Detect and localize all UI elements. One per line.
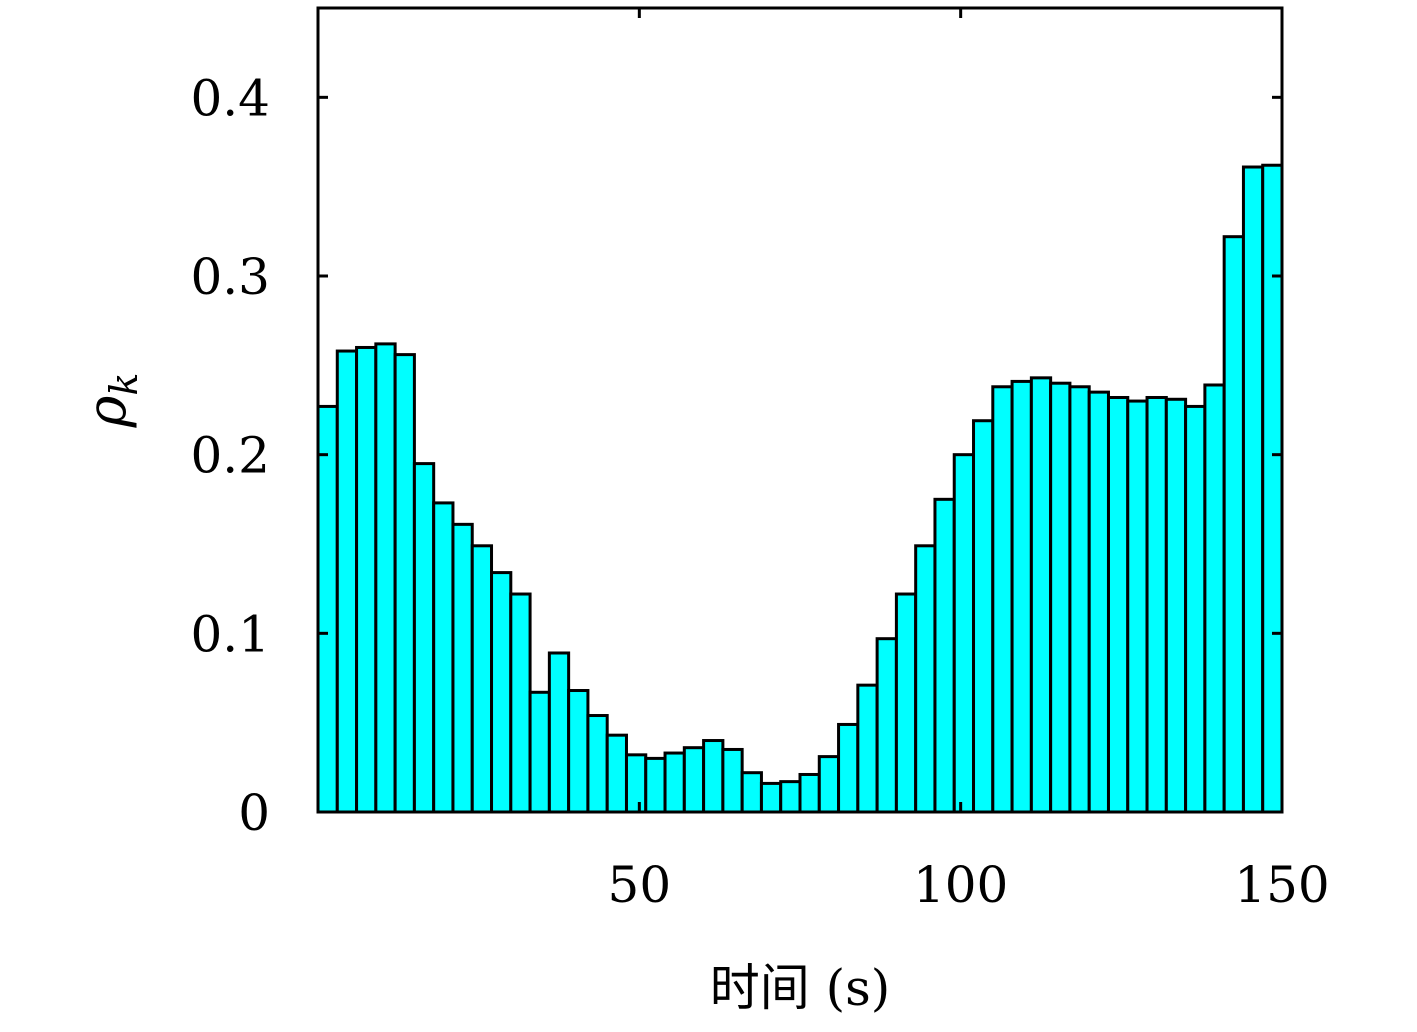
bar (412, 462, 436, 814)
bar (490, 571, 513, 814)
bar (972, 419, 995, 814)
bar (528, 690, 551, 814)
bar (1087, 390, 1110, 814)
bar (663, 751, 686, 814)
bar (335, 349, 359, 814)
bar (1222, 235, 1245, 814)
y-tick-labels: 0 0.1 0.2 0.3 0.4 (190, 69, 270, 842)
bar (933, 497, 956, 814)
bar (1203, 383, 1226, 814)
bar (432, 501, 455, 814)
bar (624, 753, 648, 814)
bar (451, 522, 474, 814)
bar (567, 689, 590, 814)
bar (355, 345, 378, 814)
bar (759, 781, 783, 814)
y-tick-label: 0.2 (190, 427, 270, 485)
bar (1106, 395, 1130, 814)
y-tick-label: 0.4 (190, 69, 270, 127)
bar (1241, 165, 1265, 814)
bar (894, 592, 918, 814)
bar (914, 544, 937, 814)
bar (1010, 379, 1033, 814)
bar (1145, 395, 1168, 814)
y-axis-label: ρk (75, 373, 146, 429)
bars-group (316, 163, 1284, 814)
bar (547, 651, 571, 814)
bar (586, 714, 609, 814)
bar (1049, 381, 1072, 814)
bar (509, 592, 532, 814)
bar (817, 755, 841, 814)
y-axis-label-symbol: ρ (75, 395, 138, 428)
bar (1068, 385, 1091, 814)
bar (740, 771, 763, 814)
x-tick-label: 50 (608, 856, 672, 914)
bar (605, 733, 628, 814)
bar (721, 747, 744, 814)
x-tick-labels: 50 100 150 (608, 856, 1330, 914)
bar (393, 353, 416, 814)
bar (1029, 376, 1053, 814)
x-tick-label: 150 (1234, 856, 1329, 914)
bar (316, 404, 339, 814)
plot-frame (316, 6, 1284, 814)
bar (682, 746, 706, 814)
x-tick-label: 100 (913, 856, 1008, 914)
ticks-group (318, 8, 1284, 814)
bar (856, 683, 879, 814)
bar (1164, 397, 1188, 814)
y-tick-label: 0 (238, 784, 270, 842)
bar (837, 722, 860, 814)
y-axis-label-subscript: k (102, 373, 146, 396)
x-axis-label: 时间 (s) (710, 959, 891, 1017)
y-tick-label: 0.1 (190, 605, 270, 663)
bar (1126, 399, 1149, 814)
bar (991, 385, 1014, 814)
bar (798, 772, 821, 814)
bar (1261, 163, 1284, 814)
y-tick-label: 0.3 (190, 248, 270, 306)
bar (779, 780, 802, 814)
bar (374, 342, 397, 814)
bar (952, 453, 976, 814)
bar (1184, 404, 1207, 814)
bar (875, 637, 898, 814)
bar (470, 544, 494, 814)
bar (644, 756, 667, 814)
bar (702, 739, 725, 814)
